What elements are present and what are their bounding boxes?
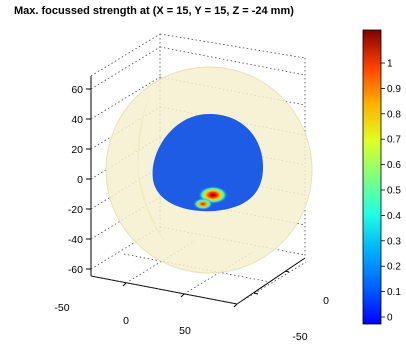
z-gridline bbox=[90, 46, 161, 90]
top-edge-gridline bbox=[159, 33, 306, 59]
inner-surface bbox=[152, 113, 264, 212]
z-tick-label: -60 bbox=[68, 264, 83, 276]
z-tick-label: -20 bbox=[68, 204, 83, 216]
x-tick-mark bbox=[122, 282, 127, 287]
y-tick-labels: 0 -50 bbox=[253, 270, 329, 343]
z-tick-label: 20 bbox=[71, 144, 83, 156]
colorbar-tick-labels: 1 0.9 0.8 0.7 0.6 0.5 0.4 0.3 0.2 0.1 0 bbox=[381, 59, 401, 324]
top-edge-gridline bbox=[90, 33, 161, 77]
chart-title: Max. focussed strength at (X = 15, Y = 1… bbox=[14, 5, 294, 17]
colorbar-tick-label: 0.7 bbox=[387, 135, 401, 146]
z-tick-labels: 60 40 20 0 -20 -40 -60 bbox=[68, 84, 91, 276]
y-tick-label: -50 bbox=[292, 331, 307, 343]
colorbar-tick-label: 0.3 bbox=[387, 236, 401, 247]
x-axis-line bbox=[90, 275, 238, 305]
colorbar-tick-label: 0.4 bbox=[387, 211, 401, 222]
floor-gridline bbox=[125, 240, 196, 284]
z-gridline bbox=[90, 226, 161, 270]
colorbar-tick-label: 0.9 bbox=[387, 84, 401, 95]
x-tick-label: 0 bbox=[123, 315, 129, 327]
colorbar-tick-label: 0 bbox=[387, 313, 393, 324]
z-tick-label: -40 bbox=[68, 234, 83, 246]
colorbar-tick-label: 0.6 bbox=[387, 160, 401, 171]
x-tick-mark bbox=[233, 303, 238, 308]
colorbar-tick-label: 0.8 bbox=[387, 109, 401, 120]
x-tick-mark bbox=[180, 293, 185, 298]
x-tick-label: -50 bbox=[54, 302, 69, 314]
colorbar-tick-label: 0.5 bbox=[387, 186, 401, 197]
y-tick-label: 0 bbox=[323, 295, 329, 307]
colorbar-tick-label: 0.1 bbox=[387, 287, 401, 298]
x-tick-label: 50 bbox=[179, 325, 191, 337]
inner-surface-body bbox=[152, 113, 264, 212]
z-tick-label: 60 bbox=[71, 84, 83, 96]
floor-gridline bbox=[123, 253, 271, 283]
x-tick-labels: -50 0 50 bbox=[54, 282, 238, 337]
hotspot-secondary bbox=[193, 198, 213, 210]
colorbar-scale bbox=[362, 29, 382, 325]
z-gridline bbox=[90, 76, 161, 120]
colorbar-tick-label: 1 bbox=[387, 59, 393, 70]
colorbar-tick-label: 0.2 bbox=[387, 262, 401, 273]
z-tick-label: 40 bbox=[71, 114, 83, 126]
y-tick-mark bbox=[253, 292, 259, 295]
floor-gridline bbox=[90, 275, 238, 305]
floor-gridline bbox=[236, 261, 307, 305]
y-axis-line bbox=[236, 257, 306, 305]
y-tick-mark bbox=[284, 270, 290, 273]
z-gridline-back bbox=[159, 46, 306, 76]
colorbar: 1 0.9 0.8 0.7 0.6 0.5 0.4 0.3 0.2 0.1 0 bbox=[362, 29, 401, 325]
z-tick-label: 0 bbox=[77, 174, 83, 186]
